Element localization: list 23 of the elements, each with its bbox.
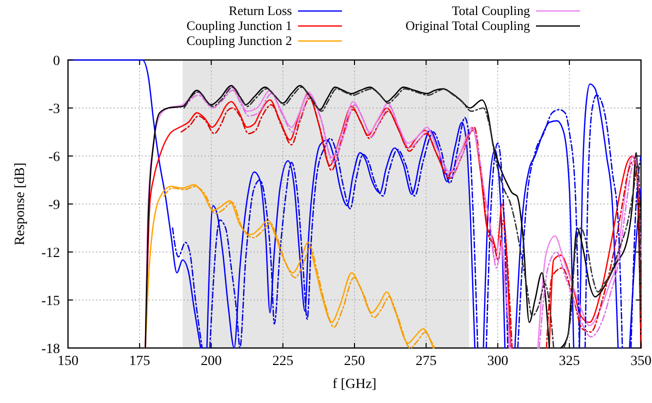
x-tick-label: 275	[416, 354, 437, 369]
x-tick-label: 350	[630, 354, 652, 369]
y-tick-label: -9	[48, 198, 60, 213]
x-tick-label: 200	[200, 354, 222, 369]
y-tick-label: -12	[41, 246, 60, 261]
x-tick-label: 175	[129, 354, 150, 369]
y-axis-title: Response [dB]	[13, 162, 28, 246]
x-tick-label: 325	[558, 354, 580, 369]
x-tick-label: 150	[58, 354, 78, 369]
y-tick-label: 0	[53, 54, 60, 69]
legend-label: Coupling Junction 2	[186, 33, 292, 48]
x-tick-label: 250	[344, 354, 365, 369]
y-tick-label: -18	[41, 342, 60, 357]
legend-label: Coupling Junction 1	[186, 18, 292, 33]
legend-label: Original Total Coupling	[405, 18, 530, 33]
x-axis-title: f [GHz]	[332, 377, 376, 392]
y-tick-label: -15	[41, 294, 60, 309]
x-tick-label: 225	[272, 354, 294, 369]
legend-label: Total Coupling	[452, 3, 530, 18]
legend-label: Return Loss	[228, 3, 292, 18]
y-tick-label: -6	[48, 150, 60, 165]
x-tick-label: 300	[487, 354, 508, 369]
y-tick-label: -3	[48, 102, 60, 117]
